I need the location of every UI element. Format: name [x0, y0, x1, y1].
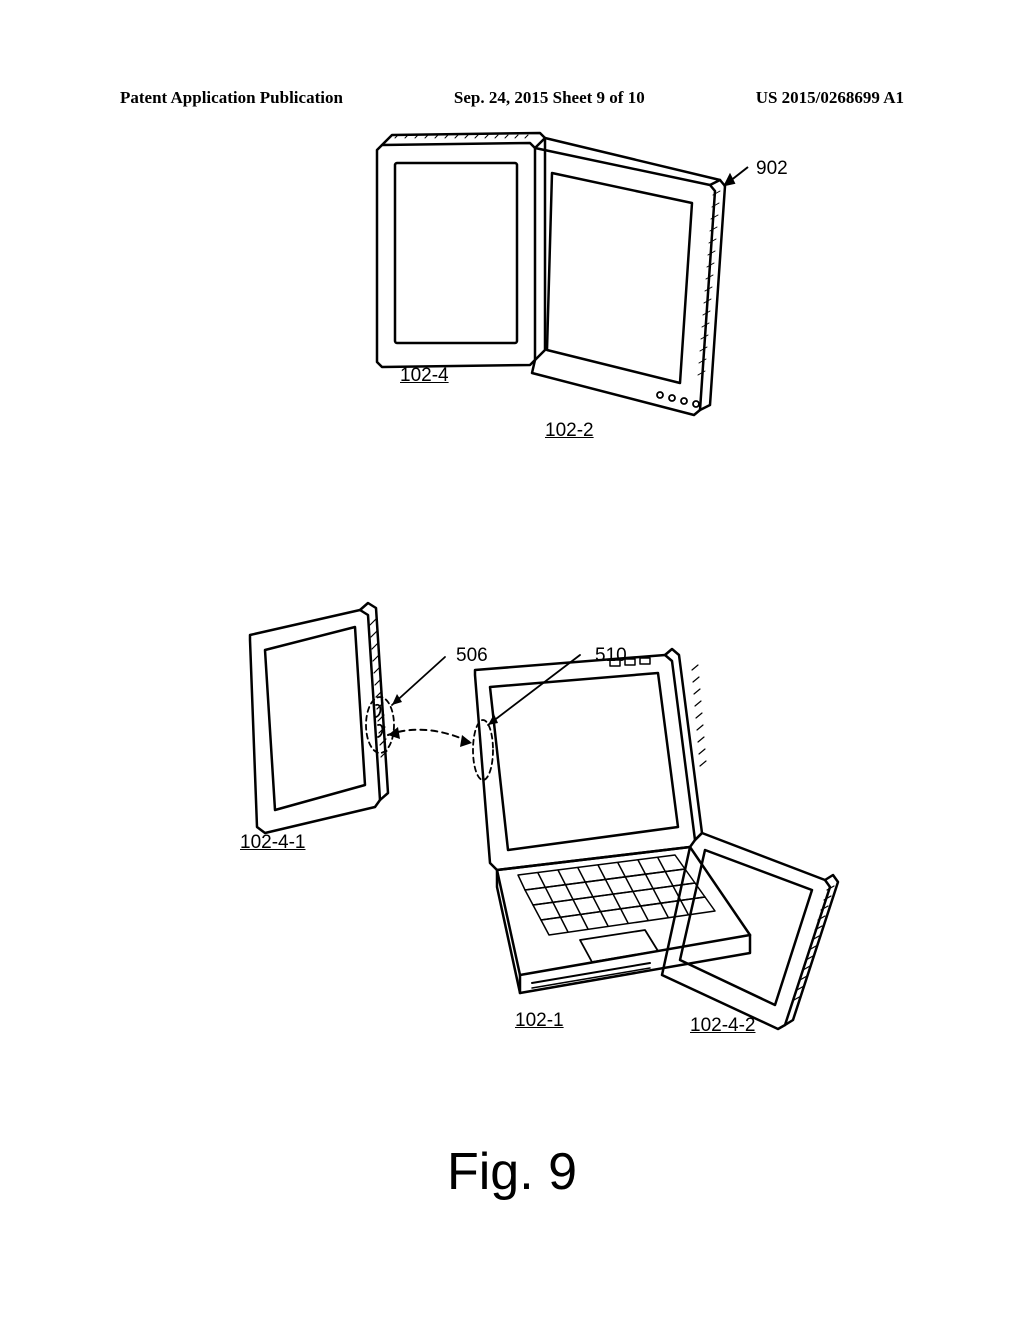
patent-header: Patent Application Publication Sep. 24, …: [0, 88, 1024, 108]
header-left: Patent Application Publication: [120, 88, 343, 108]
ref-506: 506: [456, 645, 488, 667]
ref-102-1: 102-1: [515, 1010, 564, 1032]
header-center: Sep. 24, 2015 Sheet 9 of 10: [454, 88, 645, 108]
ref-102-4-1: 102-4-1: [240, 832, 306, 854]
ref-102-4-2: 102-4-2: [690, 1015, 756, 1037]
ref-102-4: 102-4: [400, 365, 449, 387]
ref-510: 510: [595, 645, 627, 667]
bottom-laptop-drawing: [220, 575, 860, 1045]
figure-label: Fig. 9: [447, 1142, 577, 1202]
ref-902: 902: [756, 158, 788, 180]
ref-102-2: 102-2: [545, 420, 594, 442]
top-dual-tablet-drawing: [330, 125, 800, 445]
header-right: US 2015/0268699 A1: [756, 88, 904, 108]
